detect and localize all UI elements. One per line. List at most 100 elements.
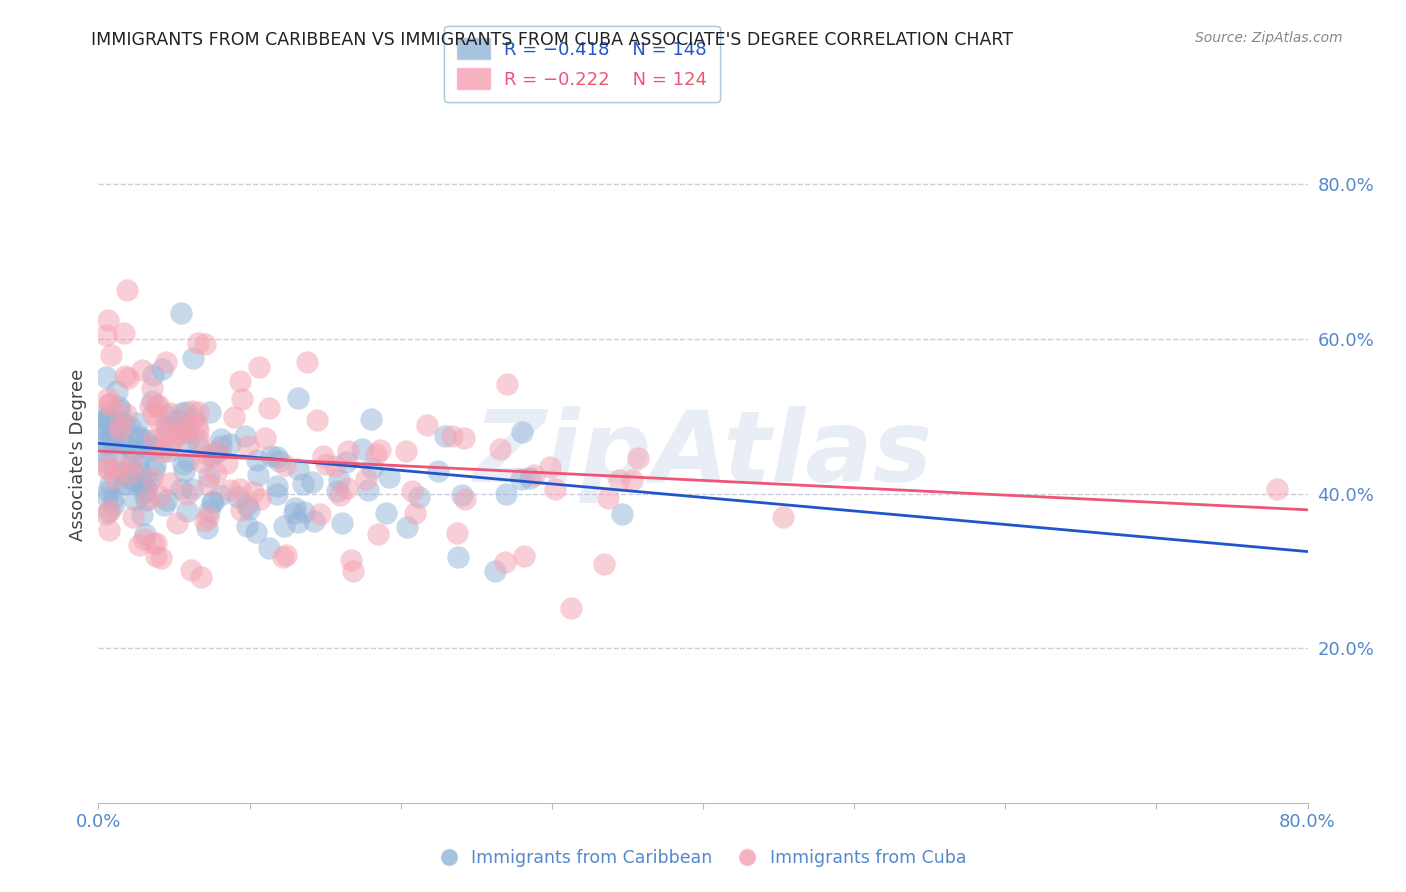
Point <box>627 450 650 465</box>
Point <box>159 475 181 490</box>
Point <box>132 486 155 500</box>
Point <box>357 483 380 497</box>
Point <box>231 392 253 406</box>
Point <box>94 455 117 469</box>
Text: Source: ZipAtlas.com: Source: ZipAtlas.com <box>1195 31 1343 45</box>
Point <box>267 454 290 468</box>
Point <box>287 462 309 476</box>
Point <box>142 463 165 477</box>
Point <box>160 436 183 450</box>
Point <box>593 557 616 571</box>
Point <box>495 376 517 391</box>
Point <box>197 476 219 491</box>
Point <box>142 536 165 550</box>
Point <box>187 335 209 350</box>
Point <box>772 510 794 524</box>
Point <box>246 468 269 483</box>
Point <box>155 354 177 368</box>
Point <box>94 412 117 426</box>
Point <box>97 505 120 519</box>
Point <box>342 564 364 578</box>
Point <box>159 406 181 420</box>
Point <box>103 462 125 476</box>
Point <box>96 436 118 450</box>
Point <box>101 436 124 450</box>
Point <box>494 555 516 569</box>
Point <box>201 495 224 509</box>
Point <box>257 401 280 415</box>
Point <box>131 508 153 523</box>
Legend: R = −0.418    N = 148, R = −0.222    N = 124: R = −0.418 N = 148, R = −0.222 N = 124 <box>444 26 720 102</box>
Point <box>236 519 259 533</box>
Point <box>134 527 156 541</box>
Point <box>177 434 200 448</box>
Point <box>105 384 128 399</box>
Point <box>103 497 125 511</box>
Point <box>352 442 374 456</box>
Point <box>245 525 267 540</box>
Point <box>94 412 117 426</box>
Point <box>94 445 117 459</box>
Point <box>127 458 149 472</box>
Point <box>330 516 353 530</box>
Point <box>114 369 136 384</box>
Point <box>142 368 165 383</box>
Point <box>181 403 204 417</box>
Point <box>209 432 232 446</box>
Point <box>94 420 117 434</box>
Point <box>111 465 134 479</box>
Point <box>98 477 121 491</box>
Point <box>132 533 155 547</box>
Point <box>253 431 276 445</box>
Point <box>96 491 118 505</box>
Point <box>169 426 191 441</box>
Point <box>315 458 337 472</box>
Point <box>328 473 350 487</box>
Point <box>377 469 399 483</box>
Point <box>97 409 120 424</box>
Point <box>98 523 121 537</box>
Point <box>172 457 194 471</box>
Point <box>103 491 125 506</box>
Point <box>368 443 391 458</box>
Point <box>287 515 309 529</box>
Point <box>510 425 533 439</box>
Point <box>484 564 506 578</box>
Point <box>155 419 177 434</box>
Point <box>145 549 167 563</box>
Point <box>160 422 183 436</box>
Text: ZipAtlas: ZipAtlas <box>474 407 932 503</box>
Point <box>266 479 288 493</box>
Point <box>245 453 267 467</box>
Point <box>186 417 208 432</box>
Point <box>141 442 163 456</box>
Point <box>112 326 135 340</box>
Point <box>249 360 271 375</box>
Point <box>181 351 204 366</box>
Point <box>128 538 150 552</box>
Point <box>107 458 129 473</box>
Point <box>283 506 305 520</box>
Point <box>519 471 541 485</box>
Point <box>453 431 475 445</box>
Point <box>218 483 240 497</box>
Point <box>176 504 198 518</box>
Point <box>408 491 430 505</box>
Point <box>284 501 307 516</box>
Point <box>112 477 135 491</box>
Point <box>596 491 619 505</box>
Point <box>165 413 187 427</box>
Point <box>183 412 205 426</box>
Point <box>157 443 180 458</box>
Point <box>513 549 536 564</box>
Point <box>132 478 155 492</box>
Point <box>294 505 316 519</box>
Point <box>191 455 214 469</box>
Point <box>176 425 198 440</box>
Point <box>122 466 145 480</box>
Point <box>170 426 193 441</box>
Point <box>325 458 347 473</box>
Point <box>266 450 288 464</box>
Point <box>395 444 418 458</box>
Point <box>177 417 200 432</box>
